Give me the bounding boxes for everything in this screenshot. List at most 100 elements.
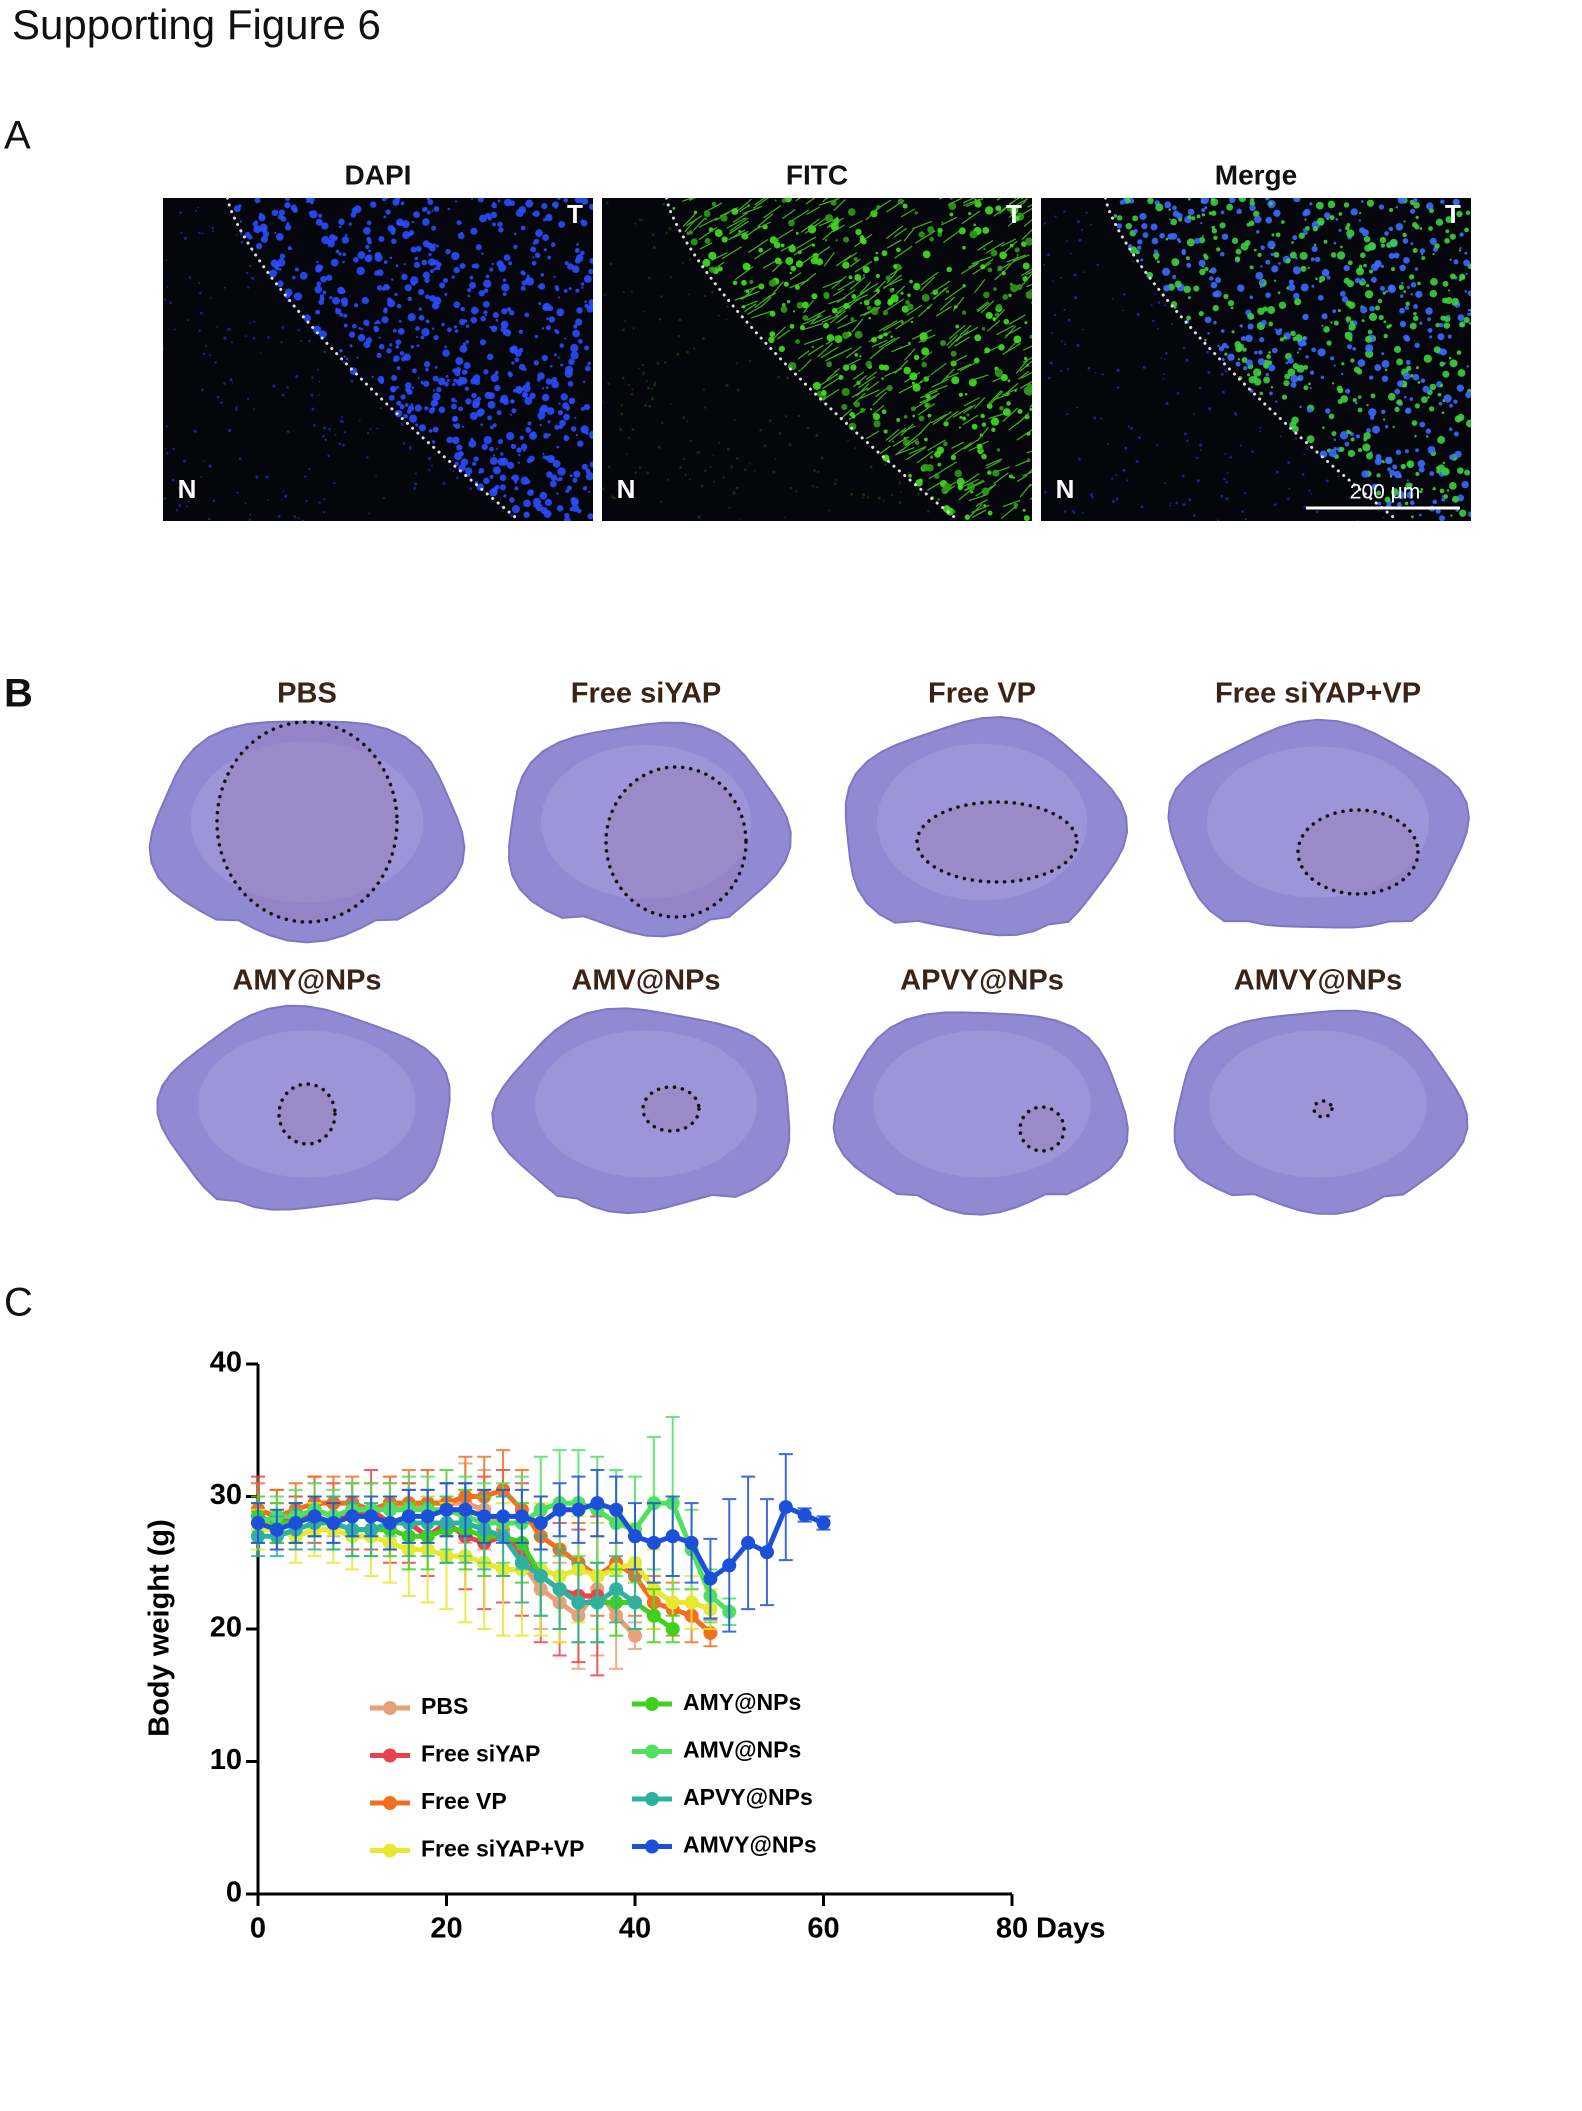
cell: [383, 260, 388, 264]
fiber: [837, 280, 855, 291]
cell: [1294, 334, 1303, 342]
cell: [1429, 237, 1437, 245]
cell: [558, 476, 563, 482]
cell: [1203, 255, 1209, 260]
cell: [1137, 436, 1141, 440]
data-point: [345, 1509, 360, 1524]
fiber: [1021, 229, 1032, 241]
cell: [570, 400, 573, 404]
cell: [1327, 200, 1336, 209]
cell: [274, 231, 277, 234]
cell: [487, 216, 492, 221]
cell: [175, 509, 179, 512]
cell: [421, 328, 430, 337]
cell: [1073, 512, 1076, 515]
cell: [550, 242, 556, 247]
cells: [602, 198, 1032, 521]
cell: [892, 440, 895, 443]
cell: [462, 342, 467, 346]
cell: [679, 465, 683, 469]
cell: [390, 230, 396, 236]
cell: [1122, 468, 1126, 472]
cell: [688, 293, 691, 296]
tumor-border: [1104, 196, 1400, 523]
cell: [553, 353, 557, 357]
cell: [1267, 360, 1273, 365]
cell: [977, 503, 980, 506]
cell: [1437, 435, 1446, 444]
cell: [1296, 364, 1305, 373]
cell: [1024, 321, 1028, 325]
cell: [1382, 418, 1386, 421]
cell: [733, 418, 736, 421]
fiber: [961, 210, 981, 225]
cell: [1142, 365, 1146, 369]
cell: [422, 271, 431, 279]
cell: [1389, 207, 1394, 213]
cell: [589, 461, 593, 468]
cell: [510, 514, 514, 518]
cell: [365, 323, 369, 327]
cell: [356, 266, 365, 276]
cell: [352, 323, 357, 329]
cell: [1247, 313, 1255, 320]
fiber: [985, 241, 1005, 254]
fiber: [734, 266, 754, 281]
cell: [470, 227, 478, 235]
cell: [1258, 350, 1263, 355]
cell: [762, 348, 765, 350]
cell: [811, 484, 815, 488]
cell: [646, 471, 649, 475]
cell: [531, 260, 537, 266]
cell: [1268, 364, 1276, 372]
cell: [1173, 306, 1177, 309]
cell: [1129, 246, 1138, 255]
cell: [375, 475, 377, 477]
cell: [454, 423, 461, 430]
cell: [269, 269, 278, 278]
cell: [1445, 216, 1453, 224]
cell: [1236, 208, 1242, 215]
fiber: [729, 217, 749, 232]
cell: [1400, 463, 1406, 470]
fiber: [851, 294, 869, 303]
cell: [912, 383, 921, 392]
cell: [329, 296, 333, 300]
cell: [327, 239, 335, 248]
cell: [563, 413, 570, 421]
cell: [379, 406, 382, 409]
cell: [1274, 328, 1278, 331]
cell: [353, 205, 362, 214]
cell: [445, 248, 451, 255]
cell: [831, 307, 838, 314]
cell: [272, 384, 276, 388]
cell: [1198, 386, 1202, 390]
cell: [554, 424, 560, 430]
cell: [1211, 210, 1217, 216]
fiber: [826, 216, 839, 229]
cell: [1268, 351, 1271, 354]
cell: [221, 401, 224, 404]
cell: [910, 406, 916, 412]
cell: [1459, 273, 1466, 280]
cell: [1273, 279, 1277, 282]
cell: [413, 486, 416, 490]
fiber: [971, 504, 990, 514]
cell: [1054, 215, 1057, 218]
cell: [1363, 437, 1368, 442]
cell: [1305, 355, 1309, 359]
cell: [1293, 198, 1301, 203]
cell: [923, 437, 928, 442]
cell: [525, 199, 534, 208]
x-tick-label: 20: [430, 1913, 462, 1945]
cell: [1449, 454, 1455, 460]
cell: [277, 280, 284, 288]
fiber: [952, 405, 973, 418]
data-point: [439, 1502, 454, 1517]
cell: [496, 410, 502, 416]
cell: [581, 286, 584, 289]
cell: [411, 386, 415, 389]
cell: [396, 366, 401, 371]
cell: [557, 198, 561, 200]
cell: [859, 237, 866, 244]
